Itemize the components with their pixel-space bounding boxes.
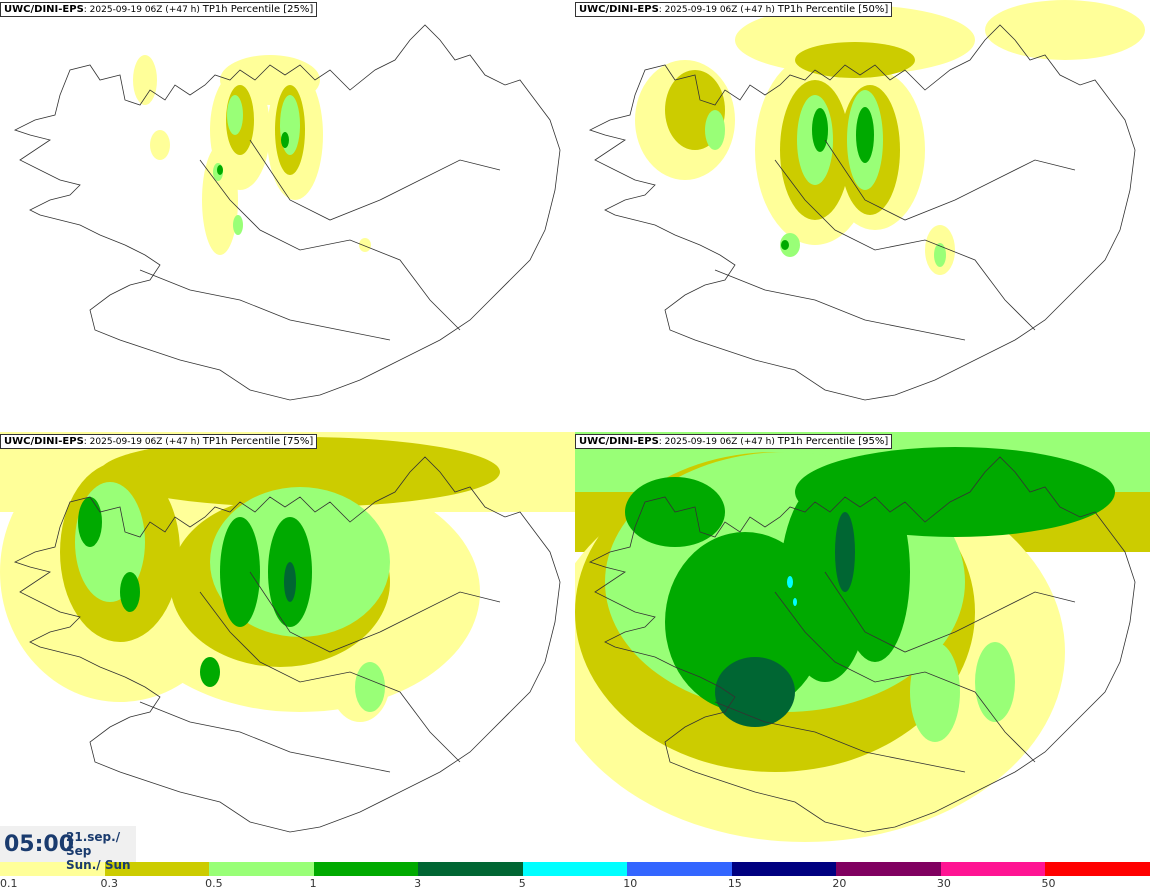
legend-swatch (418, 862, 523, 876)
legend-label: 3 (414, 877, 422, 890)
precip-shading (0, 432, 575, 722)
panel-title: UWC/DINI-EPS: 2025-09-19 06Z (+47 h) TP1… (0, 2, 318, 17)
legend-swatch (731, 862, 837, 876)
legend-label: 0.5 (205, 877, 223, 890)
legend-label: 10 (623, 877, 638, 890)
legend-swatch (836, 862, 941, 876)
legend-swatch (313, 862, 419, 876)
map-panel-p75: UWC/DINI-EPS: 2025-09-19 06Z (+47 h) TP1… (0, 432, 575, 864)
legend-label: 1 (309, 877, 317, 890)
legend-label: 30 (936, 877, 951, 890)
precip-shading (635, 0, 1145, 275)
map-panel-p50: UWC/DINI-EPS: 2025-09-19 06Z (+47 h) TP1… (575, 0, 1150, 432)
panel-title: UWC/DINI-EPS: 2025-09-19 06Z (+47 h) TP1… (0, 434, 318, 449)
legend-label: 0.3 (100, 877, 119, 890)
precip-shading (133, 55, 371, 255)
valid-time-box: 05:00 21.sep./ Sep Sun./ Sun (0, 826, 136, 872)
map-panel-p95: UWC/DINI-EPS: 2025-09-19 06Z (+47 h) TP1… (575, 432, 1150, 864)
panel-title: UWC/DINI-EPS: 2025-09-19 06Z (+47 h) TP1… (575, 2, 893, 17)
legend-swatch (0, 862, 105, 876)
panel-title: UWC/DINI-EPS: 2025-09-19 06Z (+47 h) TP1… (575, 434, 893, 449)
precipitation-map (575, 432, 1150, 842)
legend-label: 5 (518, 877, 526, 890)
precipitation-map (0, 432, 575, 833)
legend-label: 0.1 (0, 877, 18, 890)
legend-swatch (1045, 862, 1150, 876)
legend-label: 20 (832, 877, 847, 890)
coastline (13, 24, 561, 401)
legend-swatch (522, 862, 628, 876)
valid-day-line: Sun./ Sun (66, 858, 131, 872)
legend-swatch (940, 862, 1046, 876)
valid-date-line: 21.sep./ Sep (66, 830, 121, 858)
color-legend: 0.1 0.3 0.5 1 3 5 10 15 20 30 50 (0, 862, 1150, 891)
precipitation-map (588, 0, 1145, 401)
map-panel-p25: UWC/DINI-EPS: 2025-09-19 06Z (+47 h) TP1… (0, 0, 575, 432)
legend-swatch (209, 862, 314, 876)
legend-bar (0, 862, 1150, 876)
coastline (588, 24, 1136, 401)
legend-swatch (627, 862, 732, 876)
valid-time: 05:00 (4, 832, 75, 857)
legend-label: 15 (727, 877, 742, 890)
valid-date: 21.sep./ Sep Sun./ Sun (66, 830, 136, 872)
coastline (13, 456, 561, 833)
precipitation-map (13, 24, 561, 401)
legend-label: 50 (1041, 877, 1056, 890)
legend-swatch (104, 862, 210, 876)
coastline (588, 456, 1136, 833)
precip-shading (575, 432, 1150, 842)
